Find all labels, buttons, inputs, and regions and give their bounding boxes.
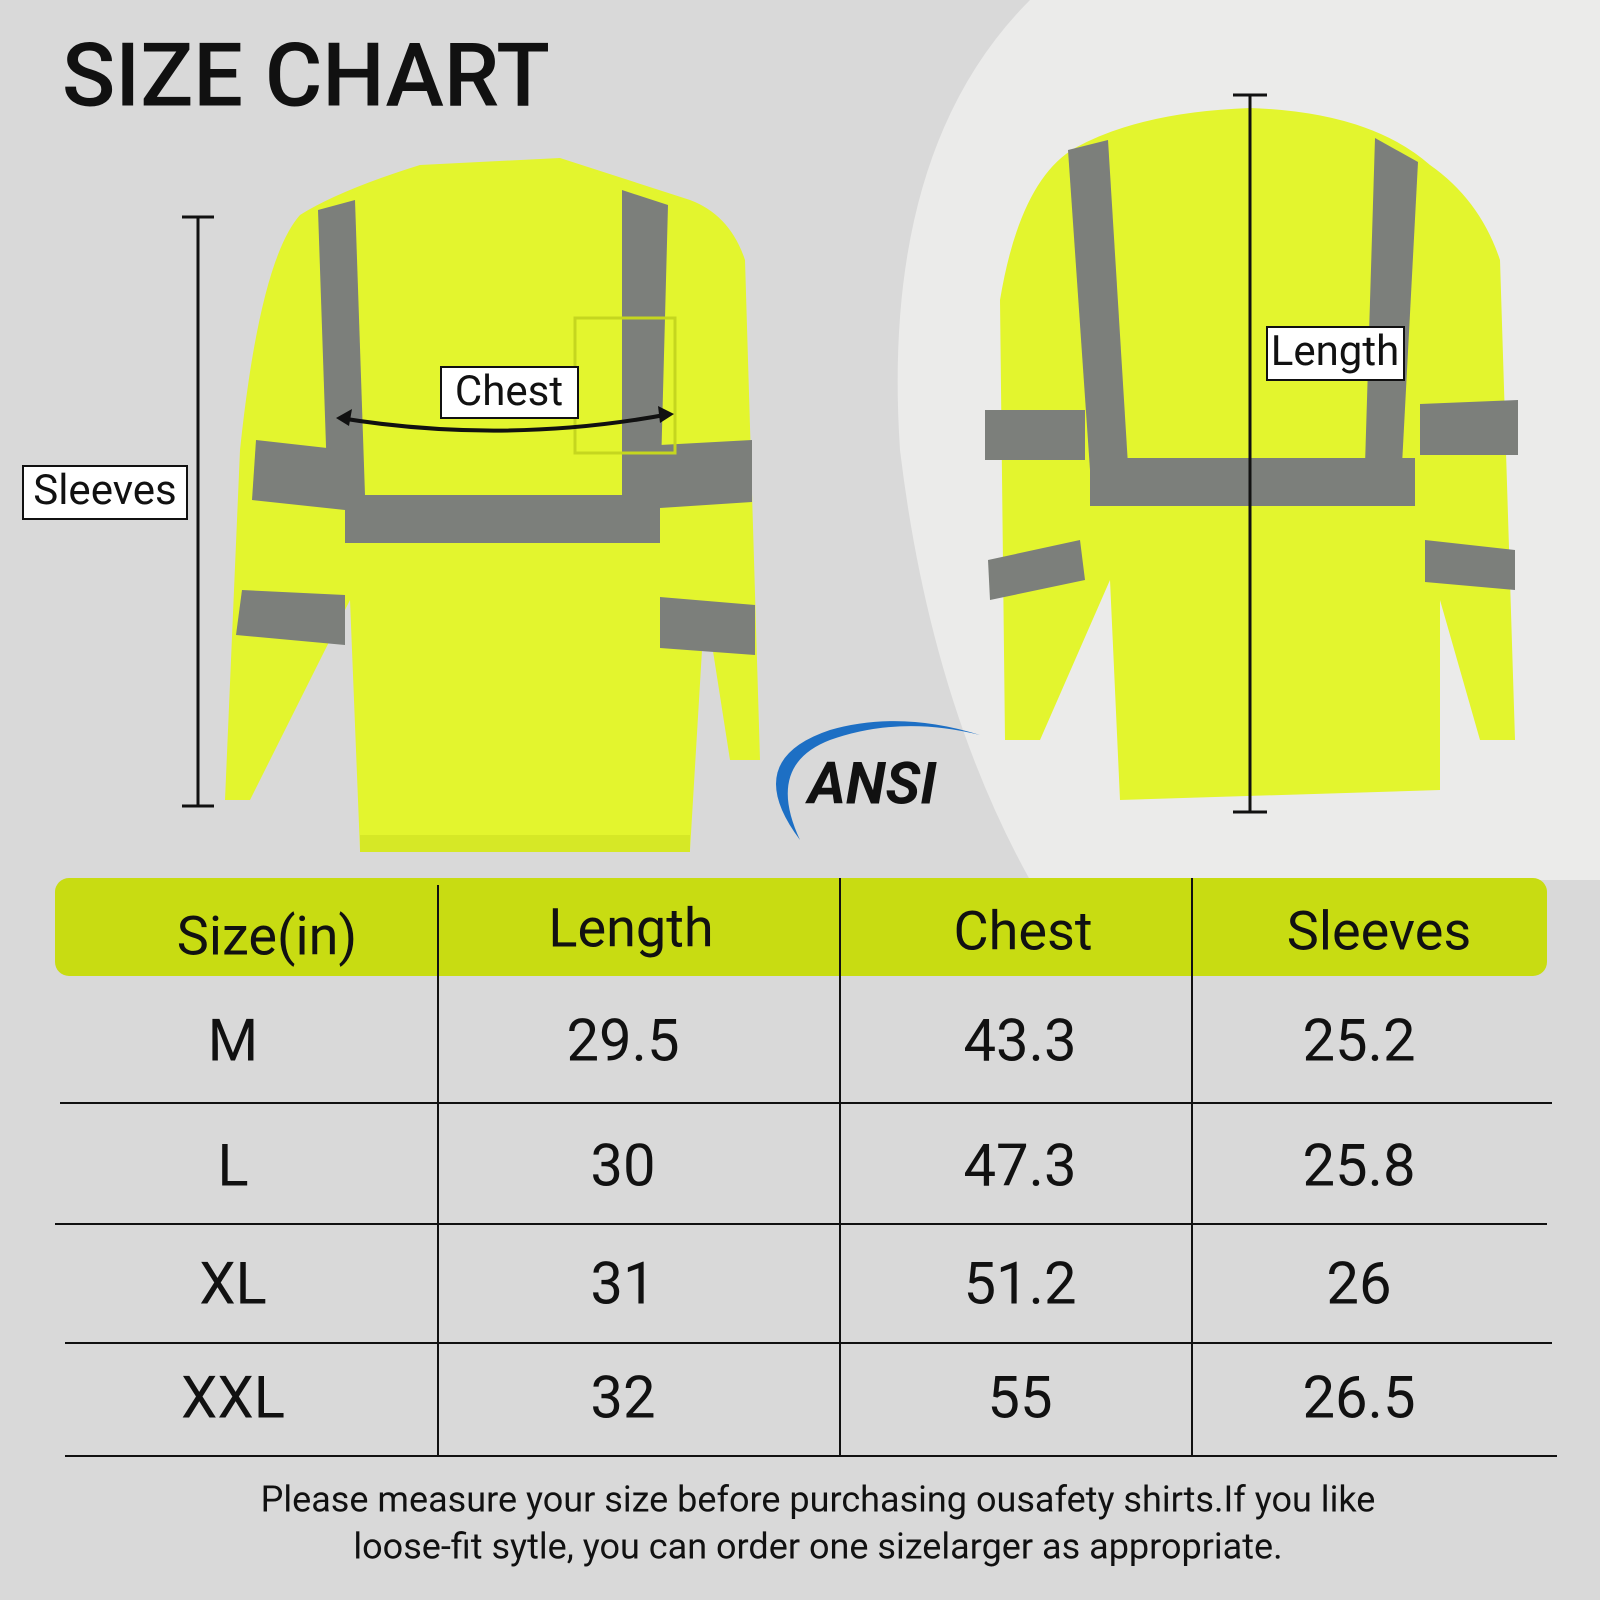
note-line: loose-fit sytle, you can order one sizel… — [353, 1526, 1282, 1568]
back-shirt — [985, 93, 1518, 814]
table-header-bar — [55, 878, 1547, 976]
sleeves-label-box — [22, 465, 188, 520]
title: SIZE CHART — [62, 24, 550, 127]
chest-label-box — [440, 366, 579, 419]
measure-cell: 25.2 — [1302, 1007, 1415, 1075]
table-header-cell: Length — [548, 897, 713, 960]
measure-cell: 31 — [590, 1250, 655, 1318]
table-header-cell: Size(in) — [177, 905, 357, 968]
size-cell: XXL — [181, 1364, 285, 1432]
table-header-cell: Chest — [953, 900, 1092, 963]
size-cell: L — [217, 1132, 248, 1200]
measure-cell: 43.3 — [963, 1007, 1076, 1075]
sleeves-label: Sleeves — [33, 466, 176, 515]
measure-cell: 55 — [987, 1364, 1052, 1432]
front-shirt — [182, 158, 760, 852]
measure-cell: 30 — [590, 1132, 655, 1200]
measure-cell: 26.5 — [1302, 1364, 1415, 1432]
size-cell: XL — [199, 1250, 267, 1318]
table-body: M 29.5 43.3 25.2 L 30 47.3 25.8 XL 31 51.2 26 XXL 32 5… — [181, 1007, 1416, 1432]
size-cell: M — [208, 1007, 259, 1075]
measure-cell: 26 — [1326, 1250, 1391, 1318]
length-label: Length — [1271, 327, 1400, 376]
measure-cell: 47.3 — [963, 1132, 1076, 1200]
measure-cell: 25.8 — [1302, 1132, 1415, 1200]
measure-cell: 51.2 — [963, 1250, 1076, 1318]
measure-cell: 32 — [590, 1364, 655, 1432]
length-label-box — [1266, 326, 1405, 381]
table-rules — [55, 878, 1557, 1457]
logo-text: ANSI — [805, 750, 937, 818]
note-line: Please measure your size before purchasi… — [261, 1479, 1376, 1521]
measure-cell: 29.5 — [566, 1007, 679, 1075]
chest-label: Chest — [455, 367, 563, 416]
table-header-cell: Sleeves — [1287, 900, 1471, 963]
